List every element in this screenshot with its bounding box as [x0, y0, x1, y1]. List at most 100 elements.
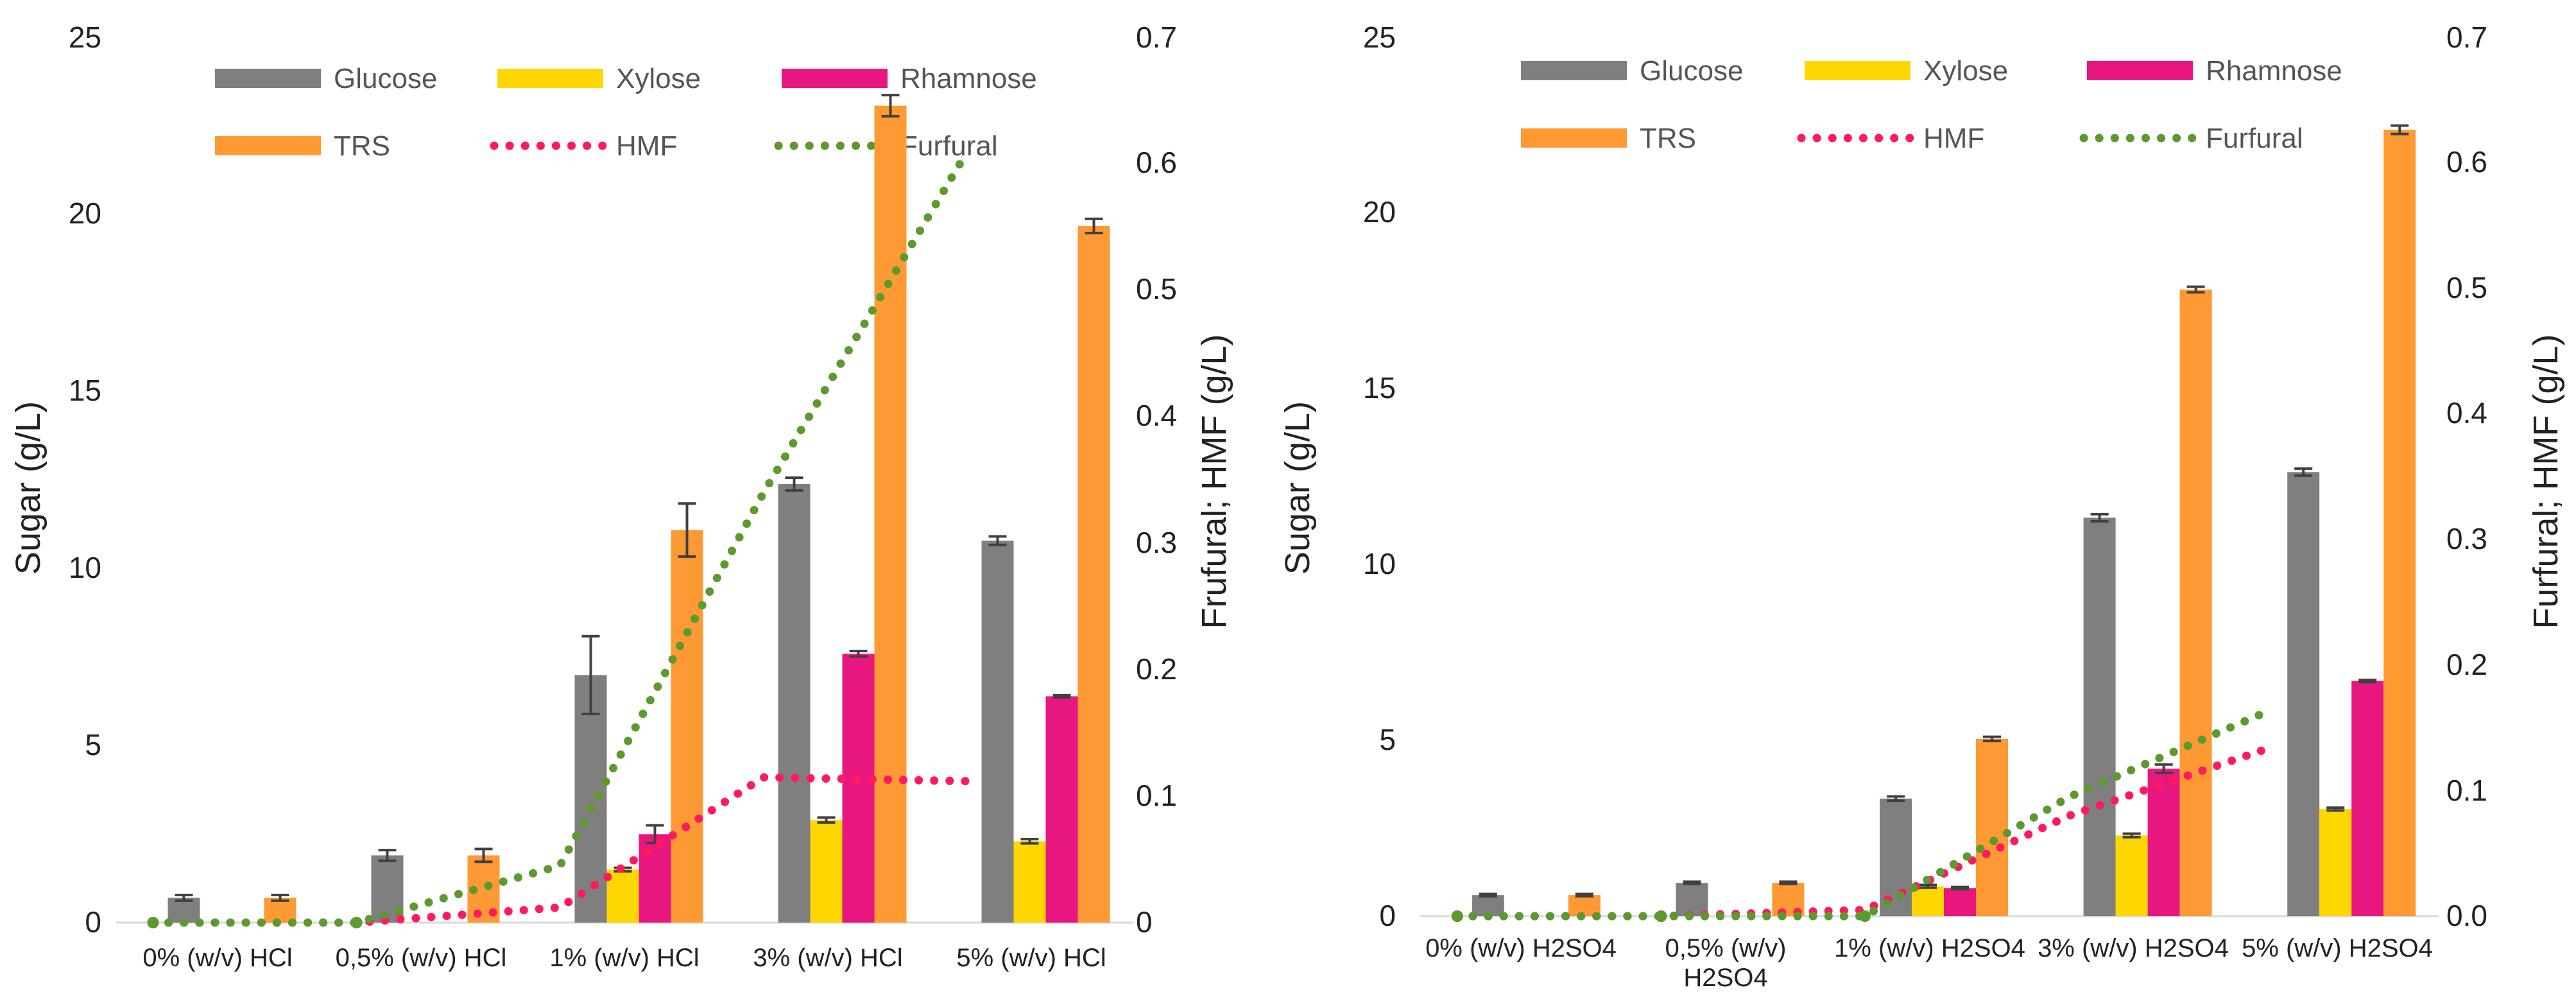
y2-tick-label: 0.1: [1136, 779, 1177, 812]
y-tick-label: 20: [69, 196, 101, 230]
y2-tick-label: 0.2: [1136, 652, 1177, 686]
bar-xylose: [606, 869, 639, 923]
error-bar-trs: [271, 894, 289, 902]
y-tick-label: 0: [85, 905, 101, 939]
error-bar-rhamnose: [2358, 679, 2377, 684]
legend-swatch-rhamnose: [2087, 61, 2193, 80]
bar-rhamnose: [2351, 681, 2384, 916]
y-tick-label: 5: [85, 728, 101, 761]
y2-tick-label: 0.2: [2446, 648, 2487, 681]
bar-trs: [2179, 289, 2212, 916]
point-furfural: [350, 917, 363, 928]
error-bar-glucose: [2294, 467, 2313, 477]
legend-label-hmf: HMF: [1923, 123, 1984, 154]
bar-rhamnose: [2147, 769, 2180, 916]
chart-right: 0 5 10 15 20 25 0.0 0.1 0.2 0.3 0.4 0.5 …: [1278, 21, 2565, 992]
right-legend: Glucose Xylose Rhamnose TRS HMF Furfural: [1521, 55, 2342, 154]
legend-swatch-glucose: [215, 69, 321, 88]
error-bar-trs: [2186, 285, 2205, 294]
bar-xylose: [1013, 841, 1046, 923]
error-bar-trs: [1779, 880, 1798, 885]
y-tick-label: 15: [69, 374, 101, 407]
error-bar-glucose: [1479, 892, 1497, 898]
bar-xylose: [2115, 835, 2148, 916]
point-furfural: [147, 917, 159, 928]
legend-label-trs: TRS: [1640, 123, 1696, 154]
y2-tick-label: 0: [1136, 905, 1153, 939]
legend-label-rhamnose: Rhamnose: [900, 63, 1037, 94]
y2-axis-title: Frufural; HMF (g/L): [1195, 334, 1233, 629]
error-bar-trs: [1085, 217, 1103, 234]
error-bar-rhamnose: [1052, 693, 1071, 699]
legend-label-xylose: Xylose: [1923, 55, 2008, 87]
left-legend: Glucose Xylose Rhamnose TRS HMF Furfural: [215, 63, 1037, 162]
bar-glucose: [2083, 517, 2116, 916]
error-bar-glucose: [1683, 880, 1701, 885]
y2-tick-label: 0.4: [1136, 399, 1177, 432]
left-y-ticks: 0 5 10 15 20 25: [69, 21, 101, 939]
legend-label-glucose: Glucose: [1640, 55, 1743, 87]
error-bar-glucose: [988, 535, 1007, 546]
error-bar-glucose: [1887, 795, 1905, 803]
y-tick-label: 25: [69, 21, 101, 54]
left-category-labels: 0% (w/v) HCl 0,5% (w/v) HCl 1% (w/v) HCl…: [142, 944, 1106, 972]
error-bar-trs: [881, 94, 900, 118]
bar-glucose: [574, 675, 607, 923]
bar-rhamnose: [639, 834, 671, 923]
legend-label-rhamnose: Rhamnose: [2206, 55, 2342, 87]
right-y2-ticks: 0.0 0.1 0.2 0.3 0.4 0.5 0.6 0.7: [2446, 21, 2487, 932]
legend-label-furfural: Furfural: [900, 130, 998, 162]
legend-label-glucose: Glucose: [334, 63, 437, 94]
bar-rhamnose: [842, 654, 875, 923]
bar-glucose: [2287, 472, 2320, 916]
error-bar-rhamnose: [1951, 885, 1969, 890]
y2-axis-title: Furfural; HMF (g/L): [2527, 334, 2565, 629]
y2-tick-label: 0.3: [2446, 522, 2487, 555]
y-tick-label: 0: [1379, 899, 1396, 932]
y-tick-label: 10: [69, 551, 101, 584]
x-tick-label: 3% (w/v) HCl: [753, 944, 902, 972]
bar-trs: [874, 105, 907, 923]
bar-trs: [671, 530, 703, 923]
bar-trs: [1976, 738, 2008, 916]
x-tick-label: 3% (w/v) H2SO4: [2038, 934, 2229, 962]
legend-label-furfural: Furfural: [2206, 123, 2303, 154]
line-furfural: [149, 148, 971, 927]
error-bar-glucose: [175, 894, 193, 902]
x-tick-label: 0% (w/v) HCl: [142, 944, 292, 972]
error-bar-glucose: [2090, 512, 2109, 523]
chart-left: 0 5 10 15 20 25 0 0.1 0.2 0.3 0.4 0.5 0.…: [9, 21, 1233, 972]
x-tick-label: 5% (w/v) H2SO4: [2242, 934, 2433, 962]
y2-tick-label: 0.6: [2446, 145, 2487, 178]
legend-swatch-trs: [215, 136, 321, 155]
point-furfural: [1655, 910, 1667, 922]
y-axis-title: Sugar (g/L): [1278, 401, 1317, 575]
y2-tick-label: 0.5: [1136, 272, 1177, 306]
bar-xylose: [810, 820, 843, 923]
point-furfural: [1451, 910, 1463, 922]
bar-rhamnose: [1045, 696, 1078, 923]
legend-label-hmf: HMF: [616, 130, 677, 162]
x-tick-label-multiline: 0,5% (w/v) H2SO4: [1665, 934, 1787, 992]
y2-tick-label: 0.0: [2446, 899, 2487, 932]
bar-trs: [1078, 225, 1110, 923]
error-bar-glucose: [378, 849, 397, 862]
right-category-labels: 0% (w/v) H2SO4 0,5% (w/v) H2SO4 1% (w/v) …: [1425, 934, 2433, 992]
y-axis-title: Sugar (g/L): [9, 401, 47, 575]
legend-swatch-xylose: [1805, 61, 1911, 80]
legend-swatch-trs: [1521, 128, 1627, 148]
y2-tick-label: 0.1: [2446, 774, 2487, 807]
y-tick-label: 5: [1379, 723, 1396, 756]
legend-swatch-xylose: [497, 69, 603, 88]
x-tick-label: 1% (w/v) HCl: [549, 944, 699, 972]
left-y2-ticks: 0 0.1 0.2 0.3 0.4 0.5 0.6 0.7: [1136, 21, 1177, 939]
y2-tick-label: 0.7: [1136, 21, 1177, 54]
line-furfural: [1453, 705, 2277, 921]
error-bar-rhamnose: [2154, 763, 2173, 774]
x-tick-label: 0,5% (w/v) HCl: [336, 944, 507, 972]
legend-swatch-glucose: [1521, 61, 1627, 80]
bar-xylose: [1912, 886, 1944, 916]
bar-glucose: [1676, 883, 1708, 916]
bar-xylose: [2319, 809, 2352, 916]
